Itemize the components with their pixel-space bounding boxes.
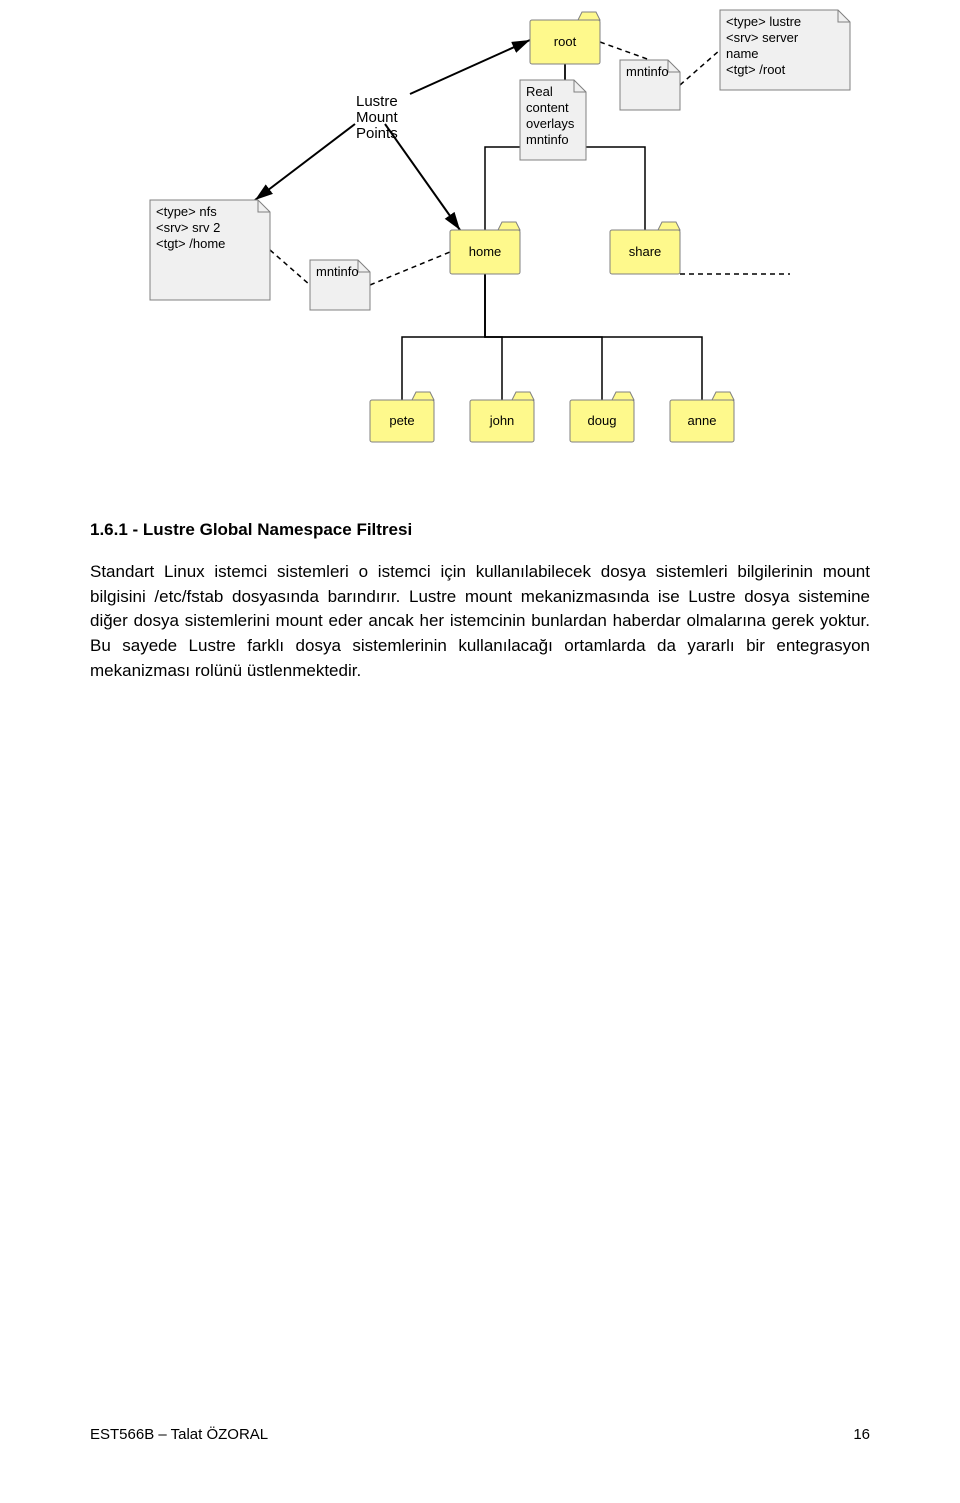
- section-paragraph: Standart Linux istemci sistemleri o iste…: [90, 560, 870, 683]
- svg-text:root: root: [554, 34, 577, 49]
- svg-text:<type> lustre: <type> lustre: [726, 14, 801, 29]
- footer-page-number: 16: [853, 1426, 870, 1443]
- folder-root: root: [530, 12, 600, 64]
- svg-text:share: share: [629, 244, 662, 259]
- footer-left: EST566B – Talat ÖZORAL: [90, 1426, 268, 1443]
- note-mntinfo-root: mntinfo: [620, 60, 680, 110]
- note-home: <type> nfs<srv> srv 2<tgt> /home: [150, 200, 270, 300]
- svg-text:Mount: Mount: [356, 109, 399, 126]
- svg-text:Lustre: Lustre: [356, 93, 398, 110]
- folder-share: share: [610, 222, 680, 274]
- svg-text:Real: Real: [526, 84, 553, 99]
- svg-text:content: content: [526, 100, 569, 115]
- folder-pete: pete: [370, 392, 434, 442]
- svg-text:mntinfo: mntinfo: [526, 132, 569, 147]
- folder-john: john: [470, 392, 534, 442]
- folder-anne: anne: [670, 392, 734, 442]
- svg-text:doug: doug: [588, 413, 617, 428]
- page-footer: EST566B – Talat ÖZORAL 16: [90, 1426, 870, 1443]
- svg-text:<srv> srv 2: <srv> srv 2: [156, 220, 220, 235]
- svg-text:home: home: [469, 244, 502, 259]
- svg-text:john: john: [489, 413, 515, 428]
- folder-doug: doug: [570, 392, 634, 442]
- svg-text:Points: Points: [356, 125, 398, 142]
- note-mntinfo-home: mntinfo: [310, 260, 370, 310]
- svg-text:overlays: overlays: [526, 116, 575, 131]
- svg-text:<srv> server: <srv> server: [726, 30, 799, 45]
- svg-text:name: name: [726, 46, 759, 61]
- diagram-svg: root home share pete john doug anne <type> lust…: [90, 0, 870, 480]
- note-root: <type> lustre<srv> server name<tgt> /roo…: [720, 10, 850, 90]
- note-lmp: LustreMountPoints: [356, 93, 399, 142]
- svg-text:<type> nfs: <type> nfs: [156, 204, 217, 219]
- folder-home: home: [450, 222, 520, 274]
- svg-text:pete: pete: [389, 413, 414, 428]
- svg-text:mntinfo: mntinfo: [316, 264, 359, 279]
- namespace-diagram: root home share pete john doug anne <type> lust…: [90, 0, 870, 480]
- svg-text:<tgt> /root: <tgt> /root: [726, 62, 786, 77]
- svg-text:mntinfo: mntinfo: [626, 64, 669, 79]
- svg-text:<tgt> /home: <tgt> /home: [156, 236, 225, 251]
- svg-text:anne: anne: [688, 413, 717, 428]
- note-real: Realcontentoverlaysmntinfo: [520, 80, 586, 160]
- section-heading: 1.6.1 - Lustre Global Namespace Filtresi: [90, 520, 870, 540]
